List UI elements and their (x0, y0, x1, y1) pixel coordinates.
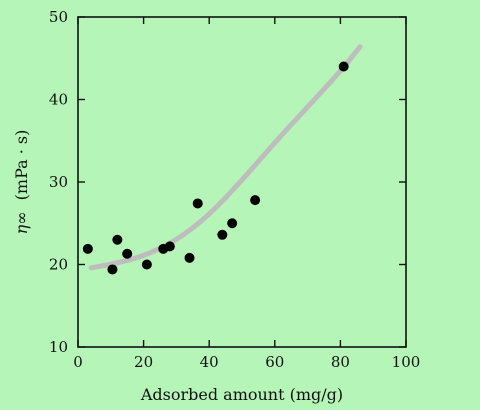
x-axis-label: Adsorbed amount (mg/g) (140, 385, 343, 404)
y-axis-label: η∞ (mPa · s) (12, 130, 31, 235)
data-point (217, 229, 228, 240)
x-tick-label: 20 (134, 353, 153, 371)
data-point (164, 241, 175, 252)
y-tick-label: 20 (49, 256, 68, 274)
data-point (141, 259, 152, 270)
x-axis-ticks: 0 20 40 60 80 100 (73, 17, 420, 371)
data-point (82, 243, 93, 254)
y-axis-ticks: 10 20 30 40 50 (49, 8, 406, 356)
data-points-layer (82, 61, 349, 275)
data-point (122, 248, 133, 259)
data-point (112, 234, 123, 245)
data-point (250, 195, 261, 206)
y-tick-label: 50 (49, 8, 68, 26)
data-point (192, 198, 203, 209)
fit-curve (88, 44, 363, 271)
data-point (184, 252, 195, 263)
x-tick-label: 80 (331, 353, 350, 371)
y-tick-label: 30 (49, 173, 68, 191)
y-axis-symbol: η∞ (12, 211, 31, 234)
x-tick-label: 60 (265, 353, 284, 371)
data-point (227, 218, 238, 229)
fit-curve-layer (88, 44, 363, 271)
x-tick-label: 100 (392, 353, 421, 371)
data-point (338, 61, 349, 72)
data-point (107, 264, 118, 275)
y-axis-unit: (mPa · s) (12, 130, 31, 201)
x-tick-label: 40 (200, 353, 219, 371)
y-tick-label: 40 (49, 91, 68, 109)
x-tick-label: 0 (73, 353, 83, 371)
y-tick-label: 10 (49, 338, 68, 356)
